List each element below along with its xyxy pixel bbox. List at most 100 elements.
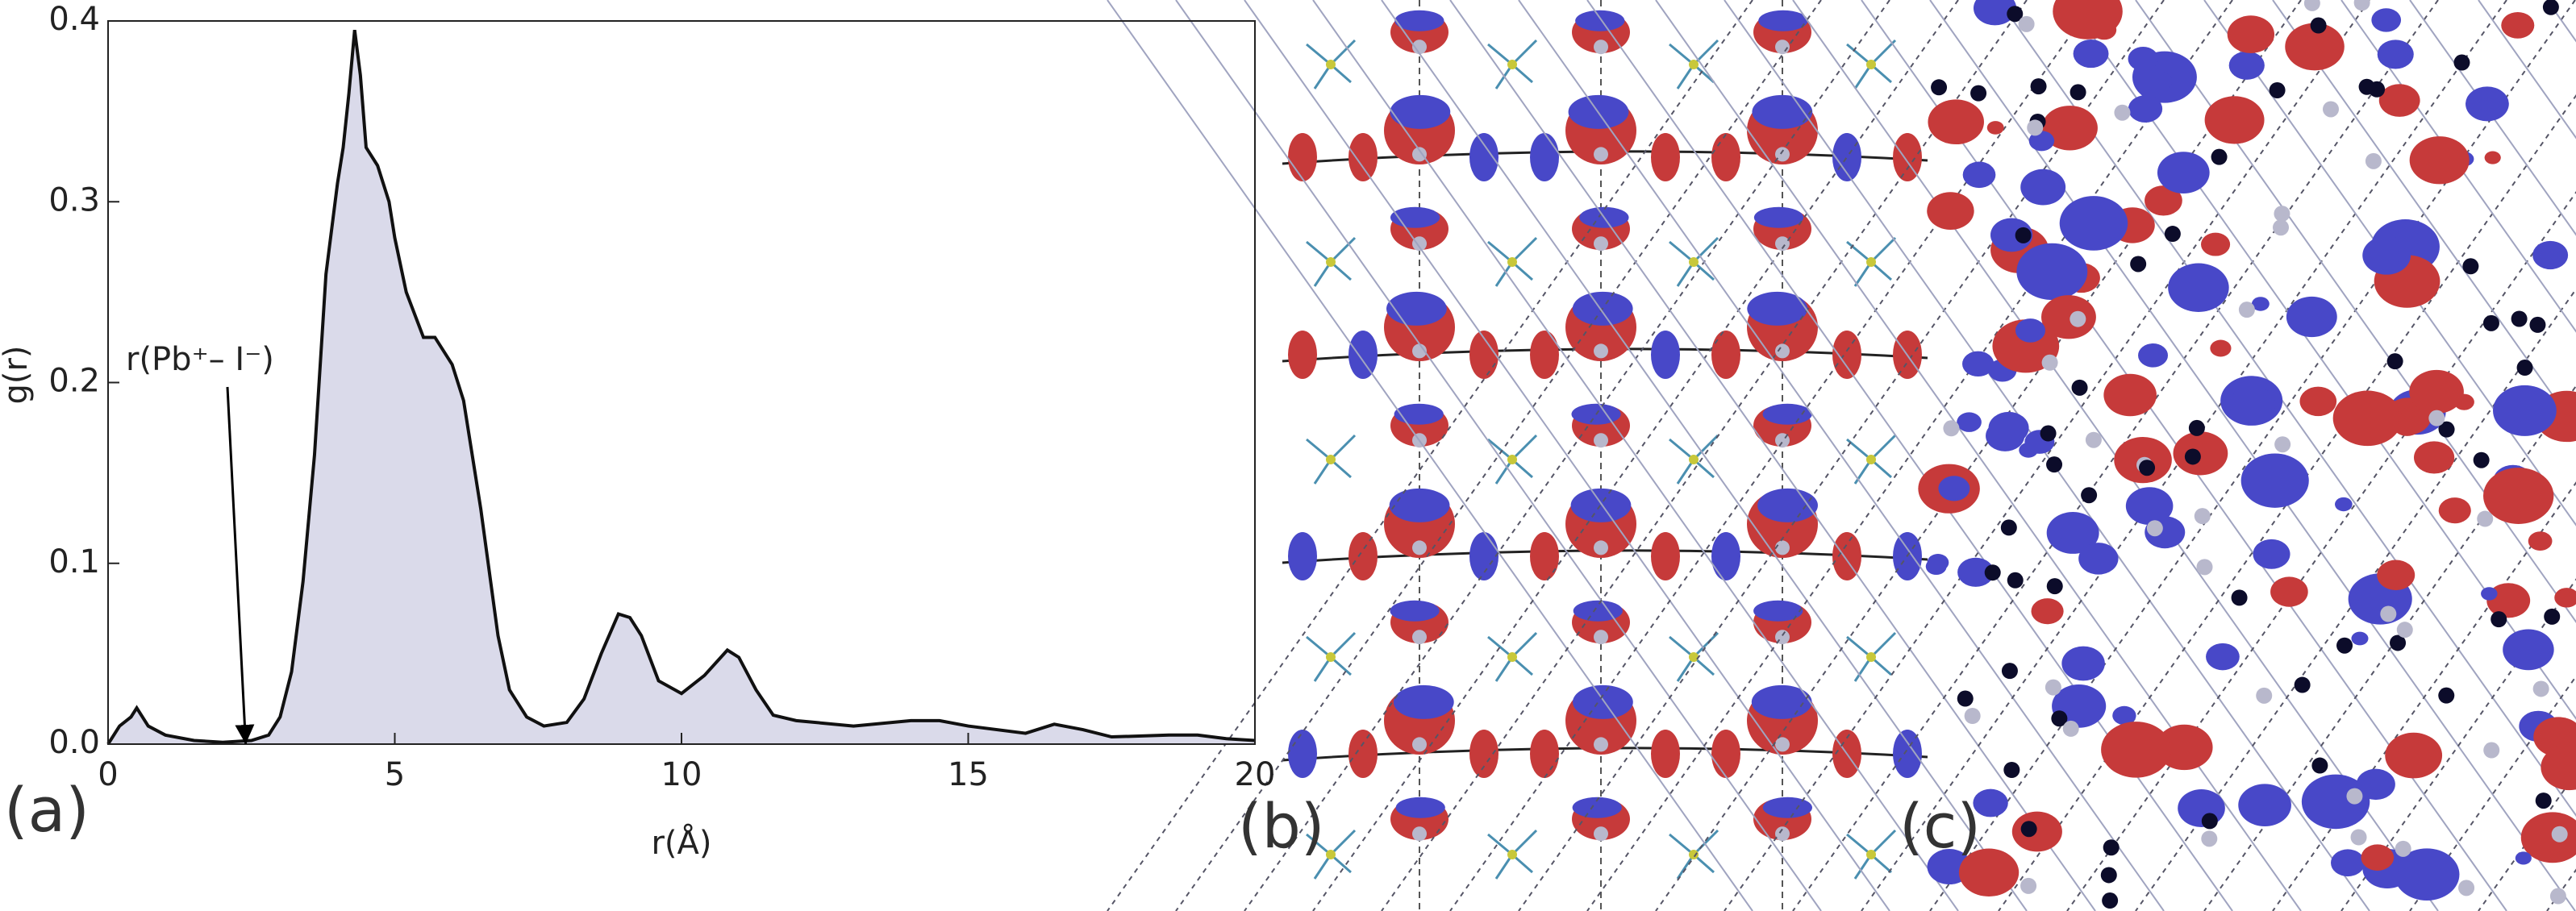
atom [1507,652,1517,662]
lobe [2332,390,2403,447]
atom [1326,850,1336,859]
lobe [2228,385,2276,423]
lobe [2483,468,2554,524]
lobe-blue [1651,331,1680,379]
lattice-line [1861,0,2507,911]
atom [1507,455,1517,464]
lobe-blue [1394,10,1444,31]
lobe [2377,559,2416,591]
lobe [2128,47,2158,72]
atom [2211,148,2228,165]
atom [2046,578,2063,595]
lobe-blue [1753,206,1804,228]
lobe [2385,732,2443,779]
lobe [1986,121,2004,135]
lobe-blue [1758,10,1808,31]
lobe [2484,151,2501,164]
lobe [2394,848,2460,901]
lobe-blue [1390,600,1440,622]
lobe-blue [1651,730,1680,778]
atom [2395,840,2411,857]
atom [2273,219,2290,236]
atom [2030,78,2047,95]
atom [2551,826,2568,842]
lobe [2481,587,2498,601]
lattice-line [1792,0,2439,911]
lattice-line [1312,0,1959,911]
lobe-blue [1751,684,1812,719]
lobe [2501,11,2535,39]
atom [1326,257,1336,267]
atom [1326,652,1336,662]
lobe [2059,196,2128,251]
atom [1326,455,1336,464]
lattice-line [1175,0,1822,911]
lobe-blue [1573,600,1623,622]
lobe-blue [1530,331,1559,379]
lobe-blue [1753,600,1803,622]
rdf-line [106,29,1256,746]
atom [1594,433,1608,448]
atom [1412,236,1427,252]
lobe [2228,51,2265,80]
atom [1507,60,1517,69]
atom [2544,608,2561,625]
atom [1866,60,1876,69]
lobe [2028,131,2055,152]
atom [2256,687,2273,704]
atom [2071,379,2088,396]
atom [2542,0,2559,15]
atom [2070,84,2086,101]
lobe [1938,476,1970,501]
lobe [2528,531,2553,551]
lobe [2128,95,2163,123]
lobe [1962,161,1996,189]
annotation: r(Pb⁺– I⁻) [126,341,274,378]
atom [2000,519,2017,536]
lobe-blue [1573,684,1633,719]
lobe [2371,8,2402,32]
atom [1984,564,2001,581]
lobe [2356,768,2395,801]
lattice-line [2340,578,2576,911]
atom [1957,690,1974,707]
lobe-blue [1395,797,1445,818]
lobe-blue [1469,730,1498,778]
atom [1594,40,1608,55]
lattice-line [1244,0,1890,911]
lobe-blue [1348,331,1378,379]
lobe [2073,40,2109,69]
lobe [2541,744,2576,791]
lobe-blue [1893,133,1922,181]
atom [2535,792,2552,809]
lobe [2061,646,2105,681]
atom [2477,510,2494,527]
lobe [2503,629,2554,671]
lattice-line [1998,0,2576,817]
lattice-line [2272,481,2576,911]
atom [2081,487,2098,504]
x-tick-label: 15 [948,756,989,793]
lattice-line [2066,0,2576,721]
lobe [2554,588,2576,608]
atom [1689,850,1699,859]
atom [2201,813,2218,830]
atom [2274,436,2291,453]
atom [2310,17,2327,34]
lobe [2438,497,2471,524]
atom [2020,821,2037,838]
atom [2350,829,2367,846]
lobe [2016,243,2088,301]
atom [2336,637,2353,654]
atom [1412,147,1427,162]
atom [1866,455,1876,464]
atom [2194,508,2211,525]
lobe-blue [1394,403,1444,425]
lobe [2286,296,2337,338]
atom [2453,54,2470,71]
lobe-blue [1711,133,1740,181]
atom [1775,40,1790,55]
lobe [1962,351,1995,377]
lobe-blue [1651,532,1680,580]
